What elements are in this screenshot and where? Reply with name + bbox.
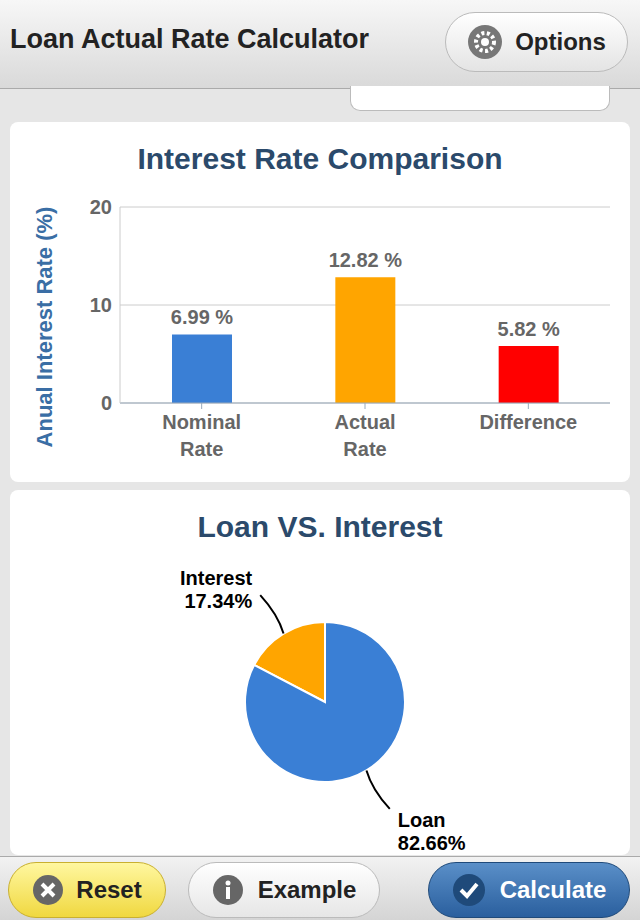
svg-text:NominalRate: NominalRate [162, 411, 241, 460]
svg-text:10: 10 [90, 294, 112, 316]
svg-text:Interest17.34%: Interest17.34% [180, 567, 253, 612]
html-text:Options: Options [515, 28, 606, 55]
svg-text:Difference: Difference [479, 411, 577, 433]
html-text:Interest Rate Comparison: Interest Rate Comparison [137, 142, 503, 175]
svg-text:0: 0 [101, 392, 112, 414]
html-text:Loan Actual Rate Calculator: Loan Actual Rate Calculator [10, 24, 370, 54]
svg-text:6.99 %: 6.99 % [171, 306, 233, 328]
html-text:Example: Example [257, 876, 357, 903]
svg-text:Anual Interest Rate (%): Anual Interest Rate (%) [32, 207, 57, 448]
svg-text:ActualRate: ActualRate [334, 411, 395, 460]
html-text:Calculate: Calculate [499, 876, 607, 903]
html-text:Reset: Reset [76, 876, 142, 903]
svg-text:12.82 %: 12.82 % [329, 249, 403, 271]
html-text:Loan VS. Interest: Loan VS. Interest [197, 510, 443, 543]
svg-text:Loan82.66%: Loan82.66% [398, 809, 466, 854]
svg-text:5.82 %: 5.82 % [498, 318, 560, 340]
svg-text:20: 20 [90, 196, 112, 218]
